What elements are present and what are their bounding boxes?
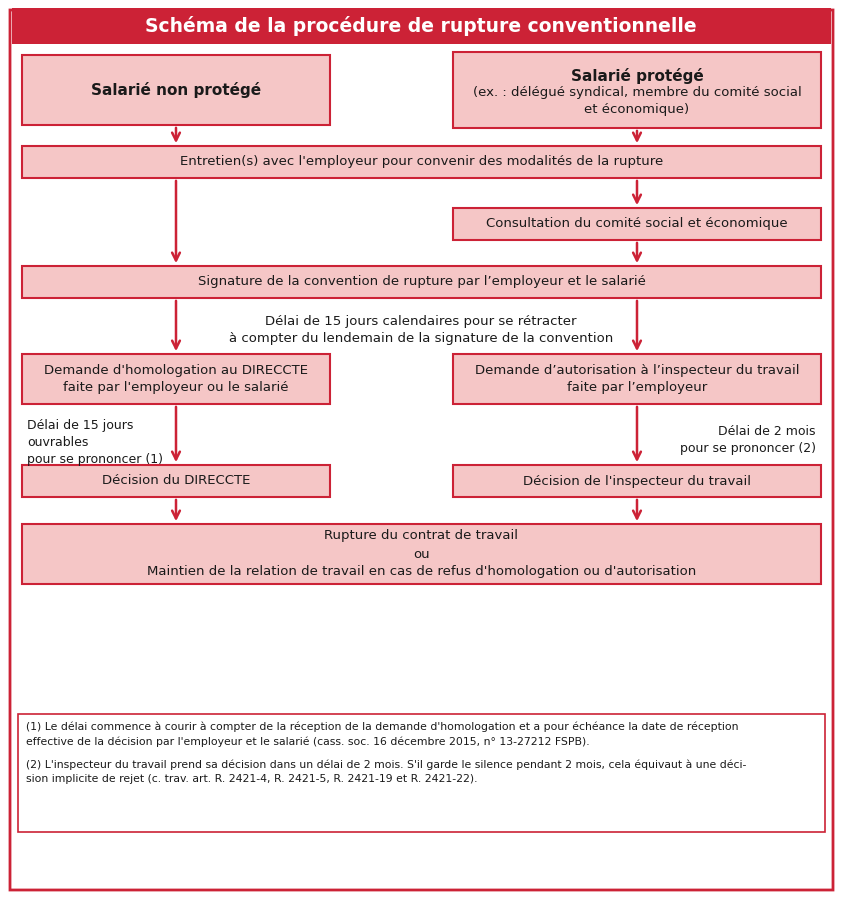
Text: Rupture du contrat de travail
ou
Maintien de la relation de travail en cas de re: Rupture du contrat de travail ou Maintie…: [147, 529, 696, 579]
Text: Demande d’autorisation à l’inspecteur du travail
faite par l’employeur: Demande d’autorisation à l’inspecteur du…: [475, 364, 799, 394]
Text: (2) L'inspecteur du travail prend sa décision dans un délai de 2 mois. S'il gard: (2) L'inspecteur du travail prend sa déc…: [26, 760, 746, 784]
FancyBboxPatch shape: [453, 354, 821, 404]
Text: Décision du DIRECCTE: Décision du DIRECCTE: [102, 474, 250, 488]
FancyBboxPatch shape: [12, 8, 831, 44]
FancyBboxPatch shape: [453, 52, 821, 128]
FancyBboxPatch shape: [22, 55, 330, 125]
Text: Délai de 15 jours calendaires pour se rétracter
à compter du lendemain de la sig: Délai de 15 jours calendaires pour se ré…: [229, 315, 613, 345]
FancyBboxPatch shape: [453, 208, 821, 240]
Text: Délai de 2 mois
pour se prononcer (2): Délai de 2 mois pour se prononcer (2): [680, 425, 816, 455]
FancyBboxPatch shape: [453, 465, 821, 497]
Text: Salarié protégé: Salarié protégé: [571, 68, 703, 84]
Text: (1) Le délai commence à courir à compter de la réception de la demande d'homolog: (1) Le délai commence à courir à compter…: [26, 722, 738, 747]
FancyBboxPatch shape: [22, 465, 330, 497]
Text: Entretien(s) avec l'employeur pour convenir des modalités de la rupture: Entretien(s) avec l'employeur pour conve…: [180, 156, 663, 168]
Text: Signature de la convention de rupture par l’employeur et le salarié: Signature de la convention de rupture pa…: [197, 275, 646, 289]
FancyBboxPatch shape: [18, 714, 825, 832]
FancyBboxPatch shape: [22, 146, 821, 178]
FancyBboxPatch shape: [22, 354, 330, 404]
FancyBboxPatch shape: [10, 10, 833, 890]
Text: Salarié non protégé: Salarié non protégé: [91, 82, 261, 98]
Text: (ex. : délégué syndical, membre du comité social
et économique): (ex. : délégué syndical, membre du comit…: [473, 86, 802, 116]
FancyBboxPatch shape: [22, 266, 821, 298]
Text: Schéma de la procédure de rupture conventionnelle: Schéma de la procédure de rupture conven…: [145, 16, 697, 36]
Text: Demande d'homologation au DIRECCTE
faite par l'employeur ou le salarié: Demande d'homologation au DIRECCTE faite…: [44, 364, 308, 394]
Text: Délai de 15 jours
ouvrables
pour se prononcer (1): Délai de 15 jours ouvrables pour se pron…: [27, 418, 163, 465]
Text: Décision de l'inspecteur du travail: Décision de l'inspecteur du travail: [523, 474, 751, 488]
Text: Consultation du comité social et économique: Consultation du comité social et économi…: [486, 218, 788, 230]
FancyBboxPatch shape: [22, 524, 821, 584]
